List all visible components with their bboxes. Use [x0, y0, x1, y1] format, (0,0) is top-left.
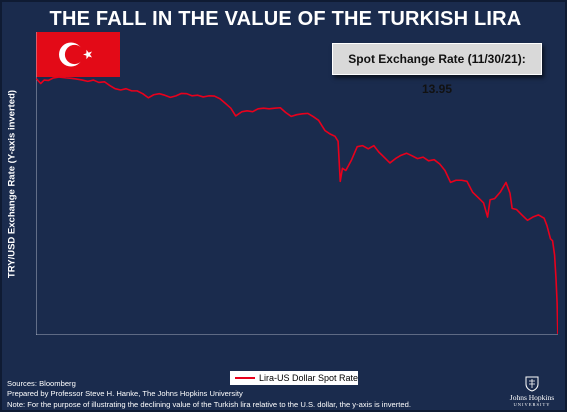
series-line-lira-usd — [36, 76, 558, 334]
y-axis-title: TRY/USD Exchange Rate (Y-axis inverted) — [6, 32, 18, 335]
spot-rate-callout: Spot Exchange Rate (11/30/21): 13.95 — [332, 43, 542, 96]
jhu-crest-icon — [525, 376, 539, 392]
prepared-by-note: Prepared by Professor Steve H. Hanke, Th… — [7, 389, 243, 399]
axis-note: Note: For the purpose of illustrating th… — [7, 399, 411, 409]
legend: Lira-US Dollar Spot Rate — [230, 371, 358, 385]
jhu-logo: Johns Hopkins UNIVERSITY — [502, 376, 562, 410]
plot-area: 0.01.02.03.04.05.06.07.08.09.010.011.012… — [36, 32, 558, 335]
turkish-flag-icon — [36, 32, 120, 77]
legend-swatch — [235, 377, 255, 379]
line-chart: 0.01.02.03.04.05.06.07.08.09.010.011.012… — [36, 32, 558, 335]
jhu-logo-line2: UNIVERSITY — [513, 402, 551, 407]
series-lines — [36, 76, 558, 334]
chart-title: THE FALL IN THE VALUE OF THE TURKISH LIR… — [49, 8, 522, 30]
y-axis-title-text: TRY/USD Exchange Rate (Y-axis inverted) — [6, 89, 18, 278]
flag-crescent-inner — [64, 44, 85, 65]
source-note: Sources: Bloomberg — [7, 379, 76, 388]
legend-label: Lira-US Dollar Spot Rate — [259, 373, 359, 383]
flag-star — [82, 49, 93, 60]
jhu-logo-line1: Johns Hopkins — [509, 393, 555, 402]
footer-notes: Sources: Bloomberg Prepared by Professor… — [7, 379, 411, 410]
